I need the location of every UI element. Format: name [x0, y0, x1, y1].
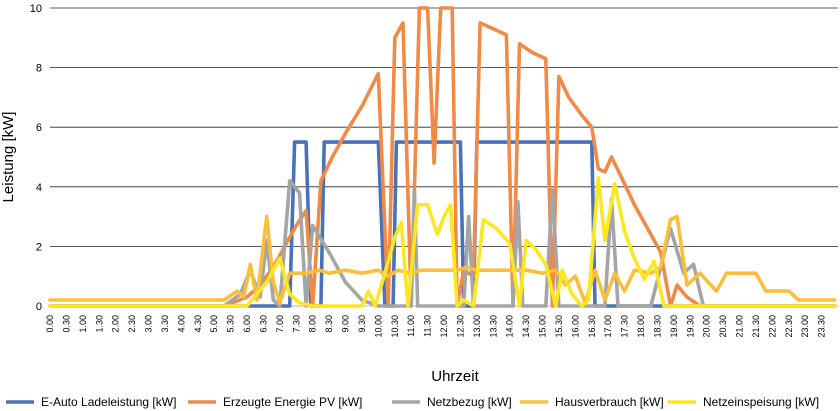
x-tick-label: 11.00 — [406, 315, 416, 337]
legend-entry: E-Auto Ladeleistung [kW] — [41, 395, 176, 409]
y-tick-label: 4 — [36, 182, 42, 194]
x-tick-label: 0.30 — [61, 315, 71, 333]
x-tick-label: 9.30 — [357, 315, 367, 333]
x-tick-label: 15.30 — [554, 315, 564, 338]
chart-legend: E-Auto Ladeleistung [kW] Erzeugte Energie… — [6, 395, 819, 409]
y-axis-label: Leistung [kW] — [0, 112, 17, 203]
x-tick-label: 22.30 — [784, 315, 794, 338]
x-tick-label: 18.30 — [652, 315, 662, 338]
x-axis-label: Uhrzeit — [431, 368, 479, 385]
x-tick-label: 3.00 — [144, 315, 154, 333]
x-tick-label: 14.30 — [521, 315, 531, 338]
series-line-4 — [48, 214, 837, 305]
y-tick-label: 2 — [36, 241, 42, 253]
legend-entry: Netzeinspeisung [kW] — [703, 395, 819, 409]
x-tick-label: 10.00 — [373, 315, 383, 338]
x-tick-label: 12.00 — [439, 315, 449, 338]
x-tick-label: 10.30 — [390, 315, 400, 338]
y-tick-label: 10 — [30, 3, 42, 15]
x-tick-label: 8.30 — [324, 315, 334, 333]
series-line-2 — [48, 6, 837, 308]
x-axis-ticks: 0.00 0.30 1.00 1.30 2.00 2.30 3.00 3.30 4.00 4.30… — [45, 315, 827, 338]
y-tick-label: 6 — [36, 122, 42, 134]
x-tick-label: 21.30 — [751, 315, 761, 338]
x-tick-label: 17.00 — [603, 315, 613, 338]
x-tick-label: 5.30 — [226, 315, 236, 333]
series-lines — [48, 6, 837, 308]
x-tick-label: 7.00 — [275, 315, 285, 333]
x-tick-label: 1.00 — [78, 315, 88, 333]
x-tick-label: 20.30 — [718, 315, 728, 338]
x-tick-label: 16.00 — [570, 315, 580, 338]
x-tick-label: 1.30 — [94, 315, 104, 333]
x-tick-label: 13.00 — [472, 315, 482, 338]
x-tick-label: 5.00 — [209, 315, 219, 333]
x-tick-label: 4.30 — [193, 315, 203, 333]
x-tick-label: 2.00 — [111, 315, 121, 333]
y-axis-ticks: 0 2 4 6 8 10 — [30, 3, 42, 313]
x-tick-label: 17.30 — [620, 315, 630, 338]
series-line-5 — [48, 176, 837, 308]
x-tick-label: 2.30 — [127, 315, 137, 333]
x-tick-label: 23.00 — [800, 315, 810, 338]
x-tick-label: 9.00 — [341, 315, 351, 333]
x-tick-label: 6.30 — [258, 315, 268, 333]
x-tick-label: 4.00 — [176, 315, 186, 333]
x-tick-label: 15.00 — [538, 315, 548, 338]
x-tick-label: 14.00 — [505, 315, 515, 338]
x-tick-label: 18.00 — [636, 315, 646, 338]
x-tick-label: 3.30 — [160, 315, 170, 333]
x-tick-label: 19.00 — [669, 315, 679, 338]
x-tick-label: 22.00 — [767, 315, 777, 338]
x-tick-label: 7.30 — [291, 315, 301, 333]
legend-entry: Erzeugte Energie PV [kW] — [223, 395, 362, 409]
x-tick-label: 0.00 — [45, 315, 55, 333]
x-tick-label: 21.00 — [735, 315, 745, 338]
chart-gridlines — [50, 7, 838, 307]
x-tick-label: 11.30 — [423, 315, 433, 337]
x-tick-label: 19.30 — [685, 315, 695, 338]
series-line-3 — [48, 179, 837, 308]
y-tick-label: 8 — [36, 63, 42, 75]
x-tick-label: 12.30 — [455, 315, 465, 338]
legend-entry: Hausverbrauch [kW] — [555, 395, 664, 409]
legend-entry: Netzbezug [kW] — [427, 395, 512, 409]
y-tick-label: 0 — [36, 301, 42, 313]
x-tick-label: 8.00 — [308, 315, 318, 333]
x-tick-label: 23.30 — [817, 315, 827, 338]
x-tick-label: 16.30 — [587, 315, 597, 338]
x-tick-label: 6.00 — [242, 315, 252, 333]
x-tick-label: 20.00 — [702, 315, 712, 338]
x-tick-label: 13.30 — [488, 315, 498, 338]
